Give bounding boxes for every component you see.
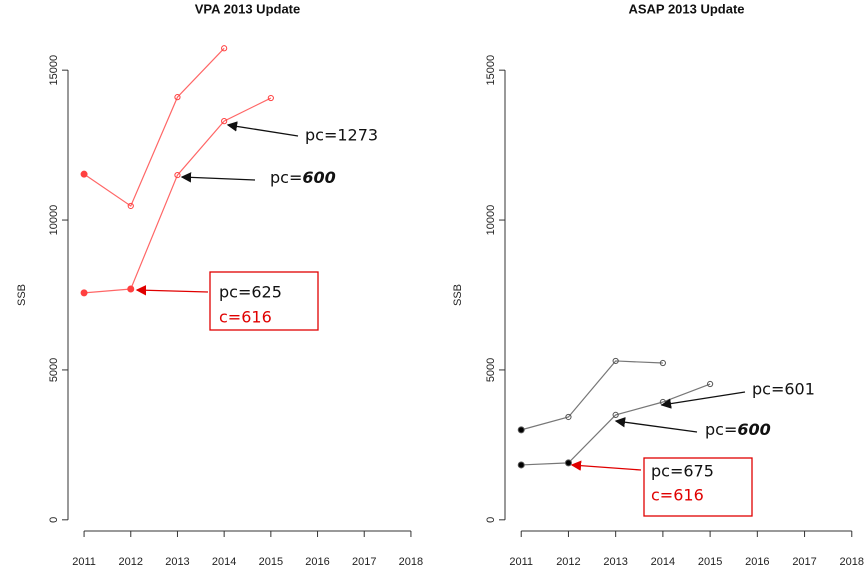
data-point xyxy=(174,171,181,179)
y-tick-label: 10000 xyxy=(485,205,497,236)
data-point xyxy=(564,459,572,467)
annotation-box xyxy=(643,457,753,517)
arrow xyxy=(614,417,698,433)
data-point xyxy=(659,359,666,367)
data-point xyxy=(127,202,134,210)
annotation-part: 600 xyxy=(737,420,770,439)
data-point xyxy=(80,170,88,178)
x-tick-label: 2014 xyxy=(212,556,236,568)
annotation: pc=625 xyxy=(219,283,282,302)
y-tick-label: 15000 xyxy=(485,55,497,86)
x-tick-label: 2017 xyxy=(792,556,816,568)
arrow xyxy=(135,285,209,296)
data-point xyxy=(174,94,181,101)
data-point xyxy=(127,285,135,293)
x-tick-label: 2012 xyxy=(119,556,143,568)
arrow xyxy=(660,391,746,409)
x-tick-label: 2017 xyxy=(352,556,376,568)
x-tick-label: 2018 xyxy=(399,556,423,568)
y-tick-label: 5000 xyxy=(48,358,60,382)
x-tick-label: 2015 xyxy=(698,556,722,568)
data-point xyxy=(80,289,88,297)
annotation: pc=600 xyxy=(270,168,336,187)
arrow xyxy=(570,460,642,471)
data-point xyxy=(707,380,714,388)
arrow xyxy=(226,121,299,137)
data-point xyxy=(221,45,228,52)
arrow xyxy=(180,172,256,183)
series-line xyxy=(84,97,272,294)
x-tick-label: 2018 xyxy=(840,556,864,568)
annotation-box xyxy=(209,271,319,331)
annotation-part: pc= xyxy=(270,168,302,187)
x-tick-label: 2014 xyxy=(651,556,675,568)
annotation: c=616 xyxy=(219,308,272,327)
x-tick-label: 2012 xyxy=(556,556,580,568)
y-tick-label: 5000 xyxy=(485,358,497,382)
y-tick-label: 0 xyxy=(485,517,497,523)
annotation: pc=601 xyxy=(752,380,815,399)
data-point xyxy=(517,461,525,469)
x-tick-label: 2016 xyxy=(745,556,769,568)
x-tick-label: 2011 xyxy=(509,556,533,568)
y-tick-label: 10000 xyxy=(48,205,60,236)
data-point xyxy=(221,118,228,125)
annotation-part: pc= xyxy=(705,420,737,439)
y-axis-label: SSB xyxy=(452,284,464,306)
annotation: pc=675 xyxy=(651,462,714,481)
y-tick-label: 15000 xyxy=(48,55,60,86)
data-point xyxy=(267,94,274,102)
y-axis-label: SSB xyxy=(16,284,28,306)
data-point xyxy=(612,357,619,365)
x-tick-label: 2016 xyxy=(305,556,329,568)
x-tick-label: 2013 xyxy=(603,556,627,568)
data-point xyxy=(565,413,572,421)
annotation: pc=600 xyxy=(705,420,771,439)
chart-title: VPA 2013 Update xyxy=(195,1,301,16)
x-tick-label: 2013 xyxy=(165,556,189,568)
annotation: c=616 xyxy=(651,486,704,505)
data-point xyxy=(517,426,525,434)
y-tick-label: 0 xyxy=(48,517,60,523)
annotation-part: 600 xyxy=(302,168,335,187)
series-line xyxy=(83,47,225,207)
annotation: pc=1273 xyxy=(305,126,378,145)
chart-title: ASAP 2013 Update xyxy=(628,1,744,16)
series-line xyxy=(521,360,663,431)
x-tick-label: 2015 xyxy=(259,556,283,568)
x-tick-label: 2011 xyxy=(72,556,96,568)
series-line xyxy=(521,383,711,466)
